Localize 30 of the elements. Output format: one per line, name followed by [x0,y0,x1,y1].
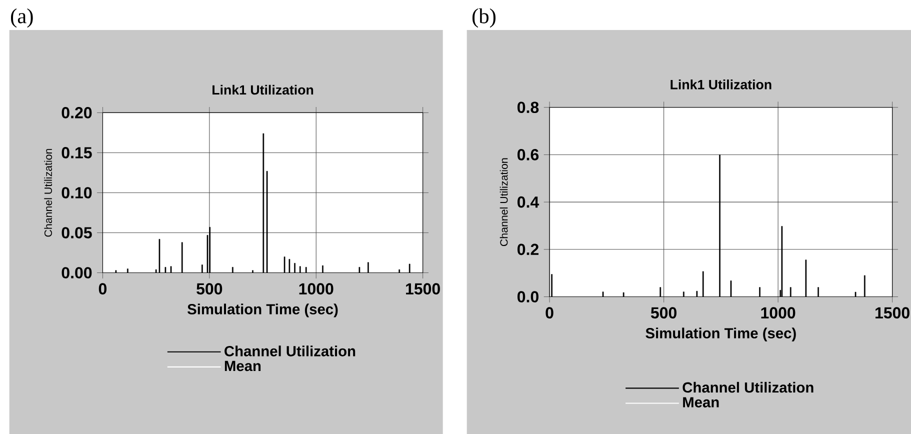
y-tick-label: 0.4 [518,196,540,208]
y-tick-label: 0.2 [518,244,538,256]
chart-title: Link1 Utilization [212,84,314,95]
x-tick-label: 1000 [761,307,796,318]
y-tick-label: 0.0 [518,291,538,302]
legend-label: Mean [683,397,719,408]
x-axis-title: Simulation Time (sec) [188,304,338,318]
y-tick-label: 0.20 [62,106,92,118]
y-tick-label: 0.6 [518,148,539,160]
chart-title: Link1 Utilization [670,79,772,90]
legend-label: Channel Utilization [224,346,356,356]
text: (b) [472,8,496,28]
x-axis-title: Simulation Time (sec) [646,328,796,342]
x-tick-label: 500 [196,283,222,294]
x-tick-label: 0 [98,283,107,294]
x-tick-label: 1500 [406,283,440,294]
x-tick-label: 0 [546,307,554,318]
legend-label: Channel Utilization [682,382,814,393]
y-tick-label: 0.00 [62,267,92,278]
y-axis-title: Channel Utilization [500,158,508,246]
y-axis-title: Channel Utilization [44,148,52,237]
y-tick-label: 0.15 [62,146,92,158]
x-tick-label: 1500 [876,307,910,318]
text: (a) [11,8,33,28]
legend-label: Mean [224,360,261,372]
x-tick-label: 500 [650,307,676,318]
y-tick-label: 0.05 [62,227,92,238]
y-tick-label: 0.8 [518,102,539,113]
y-tick-label: 0.10 [62,187,92,198]
x-tick-label: 1000 [299,283,334,294]
